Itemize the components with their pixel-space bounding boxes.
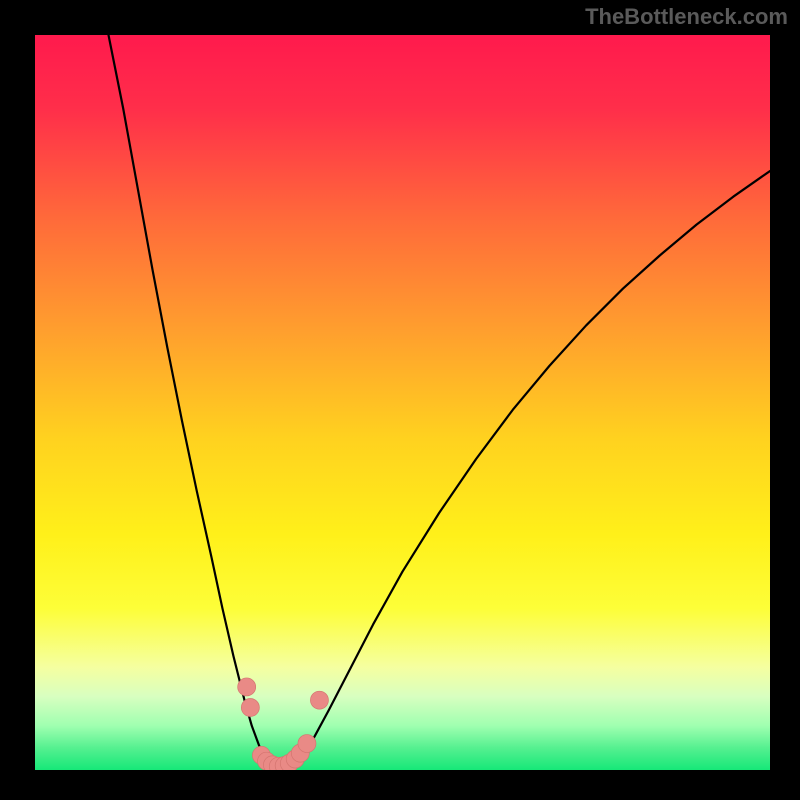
data-marker: [298, 735, 316, 753]
data-marker: [310, 691, 328, 709]
watermark-text: TheBottleneck.com: [585, 4, 788, 30]
bottleneck-curve: [109, 35, 771, 768]
data-marker: [241, 699, 259, 717]
chart-svg: [35, 35, 770, 770]
plot-area: [35, 35, 770, 770]
data-marker: [238, 678, 256, 696]
